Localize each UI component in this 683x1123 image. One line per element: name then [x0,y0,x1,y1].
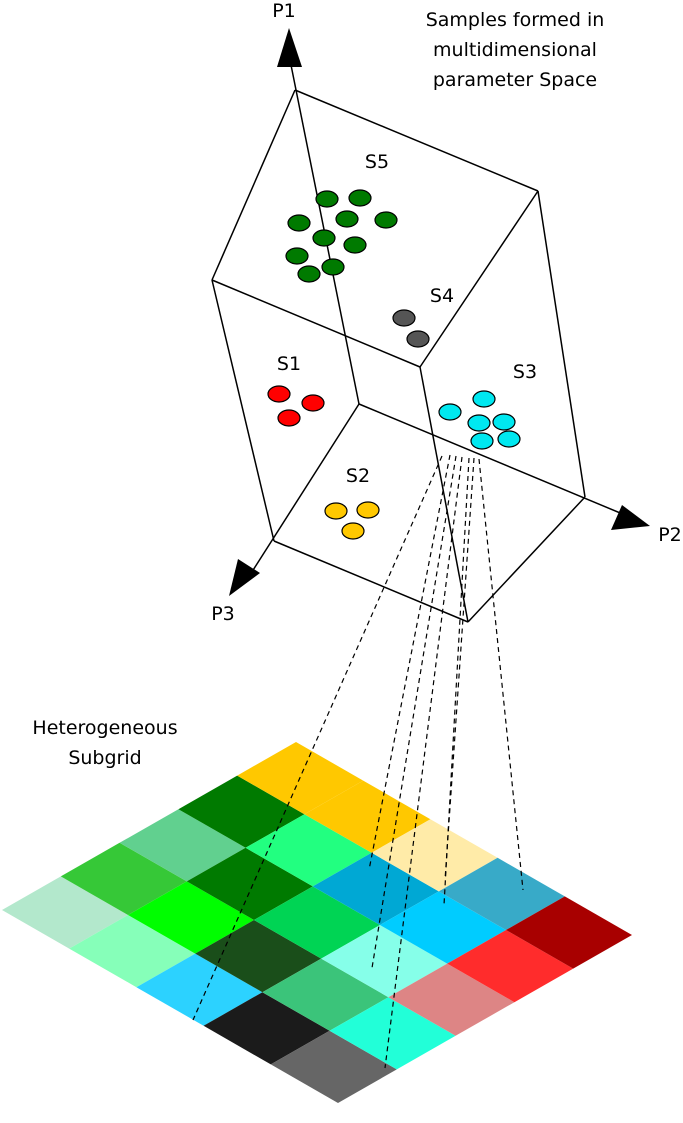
subgrid-cell [245,814,372,887]
sample-point [348,189,372,207]
subgrid-cell [203,992,330,1065]
sample-point [301,394,325,412]
sample-point [335,210,359,228]
subgrid-cell [178,775,305,848]
cluster-s4-points [392,309,430,348]
projection-lines [192,454,524,1069]
subgrid-cell [60,842,187,915]
subgrid-cell [262,958,389,1031]
parameter-space-box [211,89,586,623]
cluster-label-s3: S3 [513,361,537,383]
subgrid-cell [136,953,263,1026]
sample-point [467,414,491,432]
subgrid-cell [119,809,246,882]
subgrid-label-line-1: Heterogeneous [32,717,177,739]
subgrid-cell [438,857,565,930]
cluster-s1-points [267,385,325,427]
heterogeneous-subgrid [2,742,632,1103]
sample-point [277,409,301,427]
subgrid-cell [254,886,380,959]
sample-point [356,501,380,519]
subgrid-cell [380,891,506,964]
cluster-label-s1: S1 [277,353,301,375]
axis-p2-line [358,403,626,516]
axis-p2-arrowhead [611,505,650,530]
sample-point [315,190,339,208]
sample-point [472,390,496,408]
sample-point [297,265,321,283]
title-line-2: multidimensional [433,39,597,61]
subgrid-cell [312,852,439,925]
subgrid-cell [2,876,128,949]
axis-p2-label: P2 [658,524,682,546]
subgrid-cell [329,997,456,1070]
subgrid-cell [506,896,632,969]
sample-point [438,403,462,421]
subgrid-label-line-2: Subgrid [68,747,141,769]
axis-p3-line [247,403,360,579]
projection-line [444,457,475,881]
projection-line [384,456,463,1069]
subgrid-cell [304,780,431,853]
sample-point [321,258,345,276]
sample-point [343,236,367,254]
projection-line [371,455,457,969]
subgrid-cell [371,819,498,892]
axis-p1-label: P1 [272,0,296,22]
title-line-1: Samples formed in [426,9,605,31]
diagram-title: Samples formed in multidimensional param… [426,9,605,91]
cluster-label-s2: S2 [346,465,370,487]
sample-point [341,522,365,540]
subgrid-cell [186,847,313,920]
subgrid-cell [128,881,254,954]
cluster-s5-points [285,189,398,283]
sample-point [312,229,336,247]
subgrid-cell [69,915,196,988]
cluster-s3-points [438,390,521,450]
sample-point [497,430,521,448]
sample-point [406,330,430,348]
sample-point [267,385,291,403]
sample-point [287,214,311,232]
axis-p1-arrowhead [277,28,302,67]
cluster-s2-points [324,501,380,540]
subgrid-cell [195,920,322,993]
sample-point [374,211,398,229]
axis-p3-label: P3 [211,603,235,625]
cluster-label-s4: S4 [430,285,454,307]
sample-point [470,432,494,450]
subgrid-cell [388,963,515,1036]
subgrid-cell [321,925,448,998]
subgrid-cell [447,930,574,1003]
sample-point [285,247,309,265]
projection-line [368,454,451,871]
axis-p3-arrowhead [229,559,260,596]
projection-line [478,458,524,891]
cluster-label-s5: S5 [365,151,389,173]
title-line-3: parameter Space [433,69,597,91]
sample-point [492,413,516,431]
projection-line [192,455,443,1021]
subgrid-cell [270,1030,397,1103]
sample-point [392,309,416,327]
sample-point [324,502,348,520]
